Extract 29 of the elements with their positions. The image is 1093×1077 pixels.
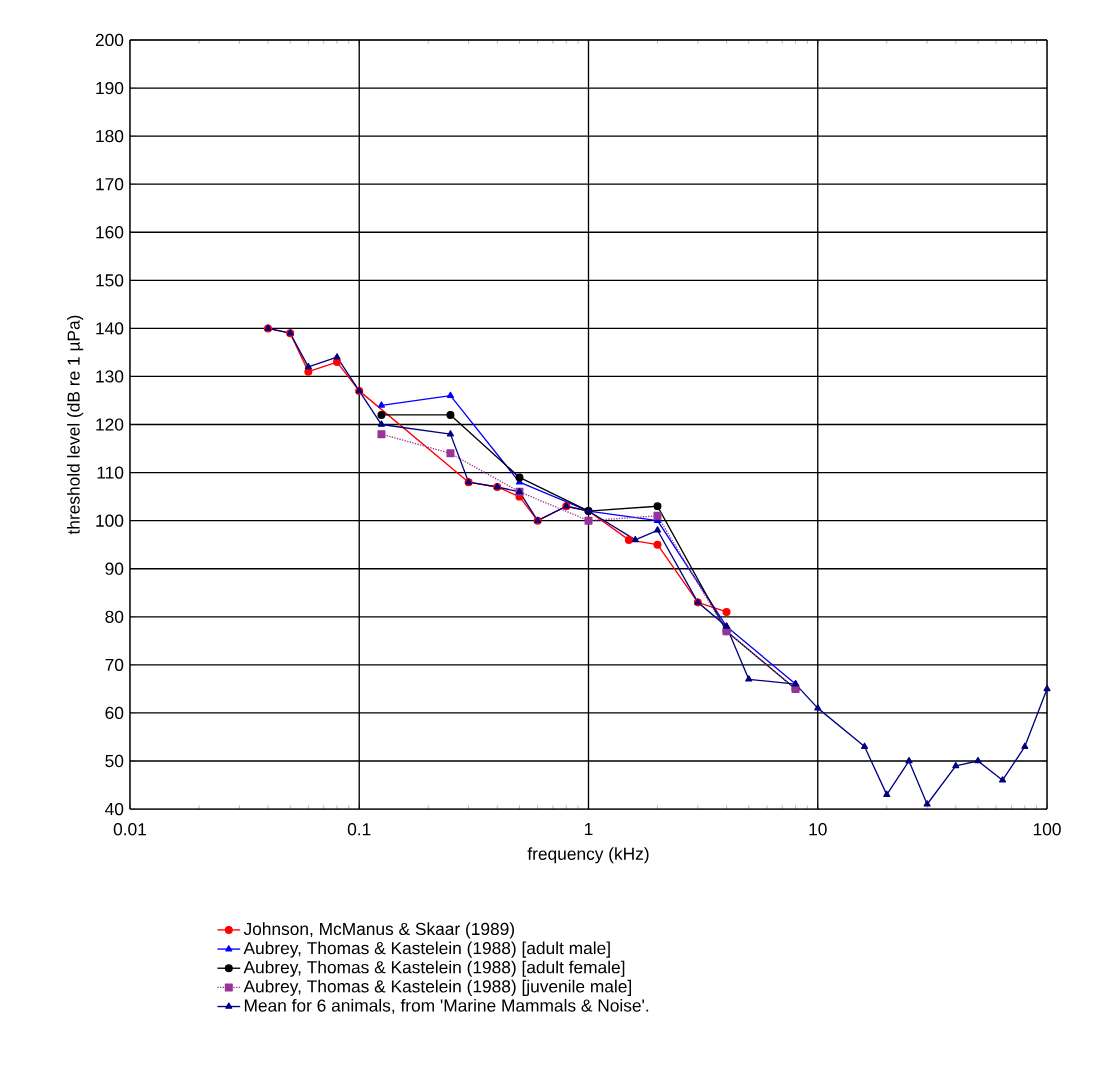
x-tick-label: 0.1	[347, 823, 371, 836]
y-tick-label: 100	[96, 514, 124, 527]
legend-label: Aubrey, Thomas & Kastelein (1988) [adult male]	[243, 941, 610, 958]
legend-label: Johnson, McManus & Skaar (1989)	[243, 922, 515, 939]
x-tick-label: 1	[584, 823, 593, 836]
y-tick-label: 140	[96, 322, 124, 335]
y-tick-label: 180	[96, 129, 124, 143]
y-tick-label: 130	[96, 370, 124, 383]
y-tick-label: 190	[96, 81, 124, 95]
y-tick-label: 60	[105, 706, 124, 720]
y-tick-label: 70	[105, 658, 124, 671]
y-tick-label: 90	[105, 562, 124, 575]
x-tick-label: 100	[1033, 823, 1061, 836]
y-tick-label: 160	[96, 226, 124, 239]
y-tick-label: 200	[95, 33, 124, 47]
x-tick-label: 10	[809, 823, 827, 836]
y-tick-label: 170	[96, 178, 124, 191]
x-axis-title: frequency (kHz)	[527, 847, 649, 864]
x-tick-label: 0.01	[113, 823, 146, 836]
y-tick-label: 110	[97, 466, 124, 479]
y-axis-title: threshold level (dB re 1 µPa)	[67, 315, 84, 535]
y-tick-label: 150	[96, 274, 124, 287]
legend-label: Mean for 6 animals, from 'Marine Mammals & Noise'.	[244, 998, 649, 1014]
y-tick-label: 120	[96, 418, 124, 431]
y-tick-label: 80	[105, 610, 124, 623]
legend-label: Aubrey, Thomas & Kastelein (1988) [juvenile male]	[243, 979, 631, 996]
y-tick-label: 40	[105, 802, 124, 816]
y-tick-label: 50	[105, 754, 124, 768]
legend-label: Aubrey, Thomas & Kastelein (1988) [adult female]	[243, 960, 625, 977]
